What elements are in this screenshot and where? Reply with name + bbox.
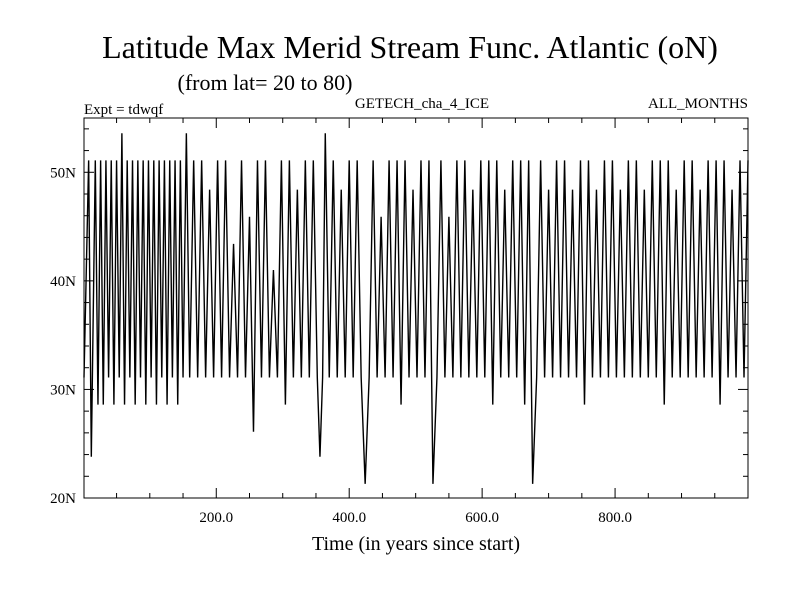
y-tick-label: 50N — [50, 165, 76, 181]
chart-title: Latitude Max Merid Stream Func. Atlantic… — [102, 29, 718, 65]
x-axis-label: Time (in years since start) — [312, 533, 520, 555]
x-tick-label: 800.0 — [598, 510, 632, 526]
header-right: ALL_MONTHS — [648, 96, 748, 112]
header-center: GETECH_cha_4_ICE — [355, 96, 489, 112]
plot-area: 200.0 400.0 600.0 800.0 20N 30N 40N 50N — [50, 117, 749, 526]
y-tick-label: 20N — [50, 491, 76, 507]
x-tick-label: 600.0 — [465, 510, 499, 526]
y-tick-label: 40N — [50, 274, 76, 290]
y-tick-label: 30N — [50, 382, 76, 398]
chart-subtitle: (from lat= 20 to 80) — [178, 70, 353, 95]
x-tick-label: 400.0 — [332, 510, 366, 526]
data-series-line — [83, 133, 749, 484]
header-left: Expt = tdwqf — [84, 102, 163, 118]
x-tick-label: 200.0 — [199, 510, 233, 526]
